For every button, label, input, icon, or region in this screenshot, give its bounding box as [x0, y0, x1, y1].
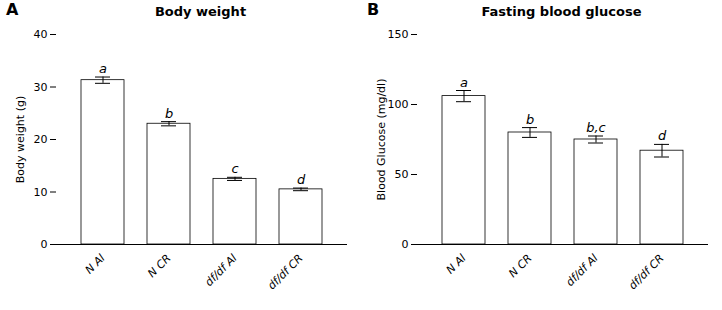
svg-text:Blood Glucose (mg/dl): Blood Glucose (mg/dl) — [375, 79, 388, 201]
svg-text:df/df CR: df/df CR — [626, 252, 666, 292]
svg-text:0: 0 — [402, 238, 409, 251]
svg-text:df/df Al: df/df Al — [563, 252, 600, 289]
svg-text:a: a — [99, 61, 107, 76]
svg-text:c: c — [231, 161, 238, 176]
svg-text:20: 20 — [34, 133, 48, 146]
svg-text:N Al: N Al — [83, 252, 108, 277]
svg-text:10: 10 — [34, 186, 48, 199]
svg-text:df/df Al: df/df Al — [202, 252, 239, 289]
svg-text:b: b — [165, 106, 173, 121]
svg-text:0: 0 — [41, 238, 48, 251]
svg-text:N CR: N CR — [145, 252, 173, 280]
svg-text:b,c: b,c — [586, 120, 606, 135]
svg-text:100: 100 — [388, 98, 409, 111]
html-text:B: B — [367, 0, 380, 19]
svg-text:N Al: N Al — [444, 252, 469, 277]
svg-text:a: a — [460, 75, 468, 90]
html-text:Body weight: Body weight — [154, 4, 247, 19]
svg-text:Body weight (g): Body weight (g) — [14, 96, 27, 183]
svg-text:df/df CR: df/df CR — [265, 252, 305, 292]
svg-text:d: d — [297, 172, 306, 187]
svg-text:150: 150 — [388, 28, 409, 41]
html-text:A: A — [6, 0, 19, 19]
svg-text:b: b — [526, 112, 534, 127]
svg-text:50: 50 — [395, 168, 409, 181]
html-text:Fasting blood glucose: Fasting blood glucose — [481, 4, 642, 19]
svg-text:N CR: N CR — [506, 252, 534, 280]
svg-text:30: 30 — [34, 81, 48, 94]
svg-text:d: d — [658, 128, 667, 143]
svg-text:40: 40 — [34, 28, 48, 41]
